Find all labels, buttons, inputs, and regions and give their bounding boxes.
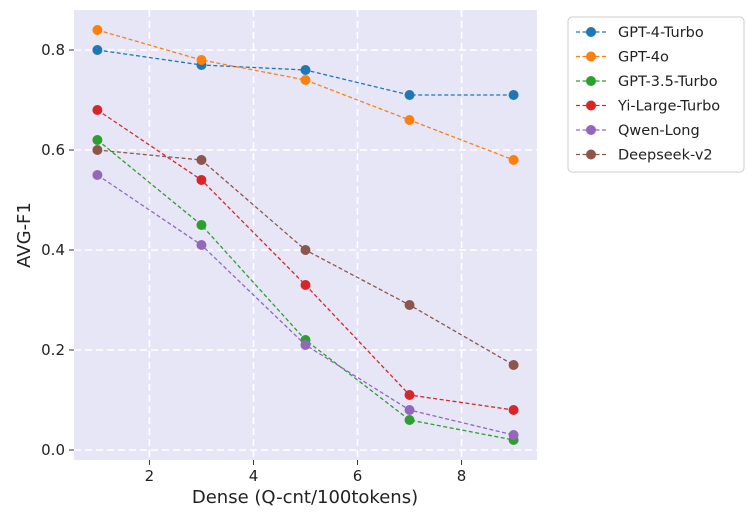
data-point-gpt-3-5-turbo bbox=[404, 415, 415, 425]
y-tick-label: 0.6 bbox=[41, 141, 65, 159]
legend-item-gpt-4-turbo: GPT-4-Turbo bbox=[576, 25, 704, 41]
data-point-gpt-4o bbox=[196, 55, 207, 65]
legend-item-yi-large-turbo: Yi-Large-Turbo bbox=[576, 99, 720, 115]
legend-label: GPT-4-Turbo bbox=[618, 25, 704, 41]
legend-item-deepseek-v2: Deepseek-v2 bbox=[576, 148, 713, 164]
series-gpt-4o bbox=[92, 25, 519, 165]
data-point-gpt-4-turbo bbox=[92, 45, 103, 55]
series-qwen-long bbox=[92, 170, 519, 440]
data-point-yi-large-turbo bbox=[300, 280, 311, 290]
x-tick-label: 8 bbox=[457, 467, 467, 485]
data-point-qwen-long bbox=[92, 170, 103, 180]
legend-marker bbox=[586, 51, 596, 62]
data-point-deepseek-v2 bbox=[508, 360, 519, 370]
series-layer bbox=[92, 25, 519, 445]
data-point-gpt-4-turbo bbox=[300, 65, 311, 75]
x-axis-ticks: 2 4 6 8 bbox=[145, 460, 467, 485]
data-point-qwen-long bbox=[508, 430, 519, 440]
series-yi-large-turbo bbox=[92, 105, 519, 415]
data-point-gpt-3-5-turbo bbox=[92, 135, 103, 145]
x-tick-label: 2 bbox=[145, 467, 155, 485]
y-tick-label: 0.0 bbox=[41, 441, 65, 459]
grid-lines bbox=[74, 10, 537, 460]
data-point-gpt-4-turbo bbox=[404, 90, 415, 100]
data-point-qwen-long bbox=[404, 405, 415, 415]
legend: GPT-4-Turbo GPT-4o GPT-3.5-Turbo Yi-Large-T… bbox=[567, 16, 745, 173]
legend-item-qwen-long: Qwen-Long bbox=[576, 123, 700, 139]
legend-label: Yi-Large-Turbo bbox=[617, 99, 720, 115]
y-axis-label: AVG-F1 bbox=[14, 202, 35, 268]
y-tick-label: 0.4 bbox=[41, 241, 65, 259]
data-point-gpt-4o bbox=[508, 155, 519, 165]
y-tick-label: 0.2 bbox=[41, 341, 65, 359]
legend-label: GPT-4o bbox=[618, 50, 669, 66]
legend-label: Deepseek-v2 bbox=[618, 148, 713, 164]
data-point-yi-large-turbo bbox=[508, 405, 519, 415]
data-point-gpt-4-turbo bbox=[508, 90, 519, 100]
series-line-gpt-4o bbox=[97, 29, 514, 161]
data-point-gpt-4o bbox=[300, 75, 311, 85]
y-tick-label: 0.8 bbox=[41, 41, 65, 59]
x-axis-label: Dense (Q-cnt/100tokens) bbox=[192, 487, 418, 508]
data-point-yi-large-turbo bbox=[196, 175, 207, 185]
data-point-qwen-long bbox=[300, 340, 311, 350]
data-point-gpt-4o bbox=[404, 115, 415, 125]
data-point-deepseek-v2 bbox=[404, 300, 415, 310]
x-tick-label: 6 bbox=[353, 467, 363, 485]
legend-marker bbox=[586, 76, 596, 86]
legend-marker bbox=[586, 27, 596, 37]
data-point-qwen-long bbox=[196, 240, 207, 250]
legend-item-gpt-4o: GPT-4o bbox=[576, 50, 669, 66]
legend-marker bbox=[586, 149, 596, 160]
legend-item-gpt-3-5-turbo: GPT-3.5-Turbo bbox=[576, 74, 718, 90]
data-point-gpt-3-5-turbo bbox=[196, 220, 207, 230]
data-point-deepseek-v2 bbox=[300, 245, 311, 255]
data-point-gpt-4o bbox=[92, 25, 103, 35]
data-point-yi-large-turbo bbox=[92, 105, 103, 115]
legend-label: Qwen-Long bbox=[618, 123, 700, 139]
data-point-yi-large-turbo bbox=[404, 390, 415, 400]
series-deepseek-v2 bbox=[92, 145, 519, 370]
data-point-deepseek-v2 bbox=[196, 155, 207, 165]
legend-label: GPT-3.5-Turbo bbox=[618, 74, 718, 90]
legend-marker bbox=[586, 125, 596, 135]
y-axis-ticks: 0.0 0.2 0.4 0.6 0.8 bbox=[41, 41, 74, 459]
legend-box bbox=[567, 16, 745, 173]
legend-marker bbox=[586, 100, 596, 111]
x-tick-label: 4 bbox=[249, 467, 259, 485]
data-point-deepseek-v2 bbox=[92, 145, 103, 155]
